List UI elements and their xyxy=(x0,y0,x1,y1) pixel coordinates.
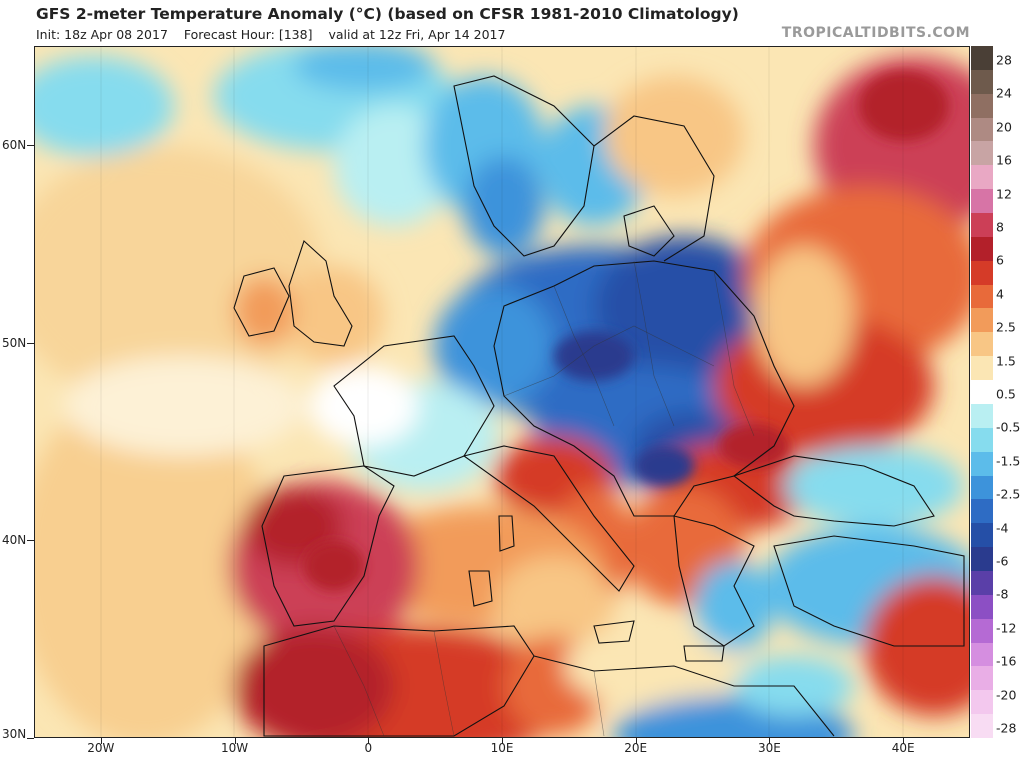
colorbar-swatch xyxy=(971,260,993,286)
colorbar-swatch xyxy=(971,165,993,190)
colorbar-swatch xyxy=(971,69,993,95)
colorbar xyxy=(971,46,993,739)
anomaly-field xyxy=(34,46,970,738)
colorbar-swatch xyxy=(971,189,993,214)
colorbar-label: 0.5 xyxy=(996,386,1016,402)
x-tick-label: 10E xyxy=(490,741,514,755)
x-tick xyxy=(502,738,503,744)
colorbar-swatch xyxy=(971,93,993,119)
y-tick-label: 30N xyxy=(2,727,27,741)
colorbar-label: -20 xyxy=(996,687,1017,703)
colorbar-swatch xyxy=(971,46,993,71)
valid-time: valid at 12z Fri, Apr 14 2017 xyxy=(328,27,506,42)
colorbar-swatch xyxy=(971,451,993,476)
colorbar-label: 2.5 xyxy=(996,319,1016,335)
colorbar-label: -16 xyxy=(996,653,1017,669)
x-tick xyxy=(234,738,236,744)
colorbar-swatch xyxy=(971,236,993,262)
colorbar-label: -12 xyxy=(996,620,1017,636)
colorbar-label: -0.5 xyxy=(996,419,1021,435)
colorbar-swatch xyxy=(971,475,993,500)
colorbar-label: 4 xyxy=(996,286,1004,302)
colorbar-label: 12 xyxy=(996,186,1012,202)
x-tick-label: 30E xyxy=(757,741,781,755)
colorbar-swatch xyxy=(971,642,993,667)
colorbar-swatch xyxy=(971,332,993,357)
colorbar-label: 6 xyxy=(996,252,1004,268)
colorbar-swatch xyxy=(971,594,993,620)
colorbar-swatch xyxy=(971,618,993,644)
x-tick xyxy=(368,738,370,744)
colorbar-swatch xyxy=(971,141,993,166)
y-tick-label: 40N xyxy=(2,533,27,548)
y-tick xyxy=(27,144,34,146)
colorbar-label: 1.5 xyxy=(996,353,1016,369)
x-tick-label: 10W xyxy=(220,741,249,755)
colorbar-label: -4 xyxy=(996,520,1009,536)
colorbar-swatch xyxy=(971,380,993,405)
colorbar-label: -2.5 xyxy=(996,486,1021,502)
colorbar-swatch xyxy=(971,427,993,453)
x-tick-label: 40E xyxy=(891,741,915,755)
x-tick xyxy=(635,738,637,744)
colorbar-label: -28 xyxy=(996,720,1017,736)
x-tick xyxy=(903,738,905,744)
x-tick-label: 20W xyxy=(87,741,115,755)
colorbar-swatch xyxy=(971,356,993,381)
colorbar-label: 24 xyxy=(996,85,1012,101)
y-tick xyxy=(27,342,34,344)
x-tick xyxy=(769,738,771,744)
temperature-anomaly-map xyxy=(34,46,970,738)
chart-title: GFS 2-meter Temperature Anomaly (°C) (ba… xyxy=(36,5,739,23)
brand-watermark: TROPICALTIDBITS.COM xyxy=(781,25,970,41)
y-tick xyxy=(27,540,34,542)
colorbar-swatch xyxy=(971,213,993,238)
colorbar-label: -1.5 xyxy=(996,453,1021,469)
colorbar-swatch xyxy=(971,523,993,548)
x-tick-label: 0 xyxy=(364,741,373,755)
colorbar-swatch xyxy=(971,666,993,691)
y-tick xyxy=(27,738,34,739)
colorbar-swatch xyxy=(971,547,993,572)
colorbar-label: 8 xyxy=(996,219,1004,235)
colorbar-swatch xyxy=(971,499,993,524)
coastlines xyxy=(233,75,965,737)
x-tick xyxy=(100,738,102,744)
y-tick-label: 60N xyxy=(2,137,27,152)
colorbar-swatch xyxy=(971,117,993,142)
x-tick-label: 20E xyxy=(624,741,648,755)
colorbar-label: 16 xyxy=(996,152,1012,168)
colorbar-swatch xyxy=(971,403,993,429)
colorbar-label: -8 xyxy=(996,586,1009,602)
colorbar-swatch xyxy=(971,570,993,596)
colorbar-label: 28 xyxy=(996,52,1012,68)
colorbar-swatch xyxy=(971,714,993,739)
y-tick-label: 50N xyxy=(2,335,27,350)
colorbar-label: -6 xyxy=(996,553,1009,569)
x-axis: 20W 10W 0 10E 20E 30E 40E xyxy=(0,738,1024,757)
forecast-hour: Forecast Hour: [138] xyxy=(183,27,313,42)
colorbar-label: 20 xyxy=(996,119,1012,135)
borders xyxy=(333,260,755,737)
init-time: Init: 18z Apr 08 2017 xyxy=(36,27,168,42)
graticule xyxy=(100,46,904,738)
run-info: Init: 18z Apr 08 2017 Forecast Hour: [13… xyxy=(36,27,517,42)
anomaly-detail xyxy=(304,71,949,591)
colorbar-swatch xyxy=(971,284,993,309)
colorbar-swatch xyxy=(971,308,993,333)
colorbar-swatch xyxy=(971,690,993,715)
